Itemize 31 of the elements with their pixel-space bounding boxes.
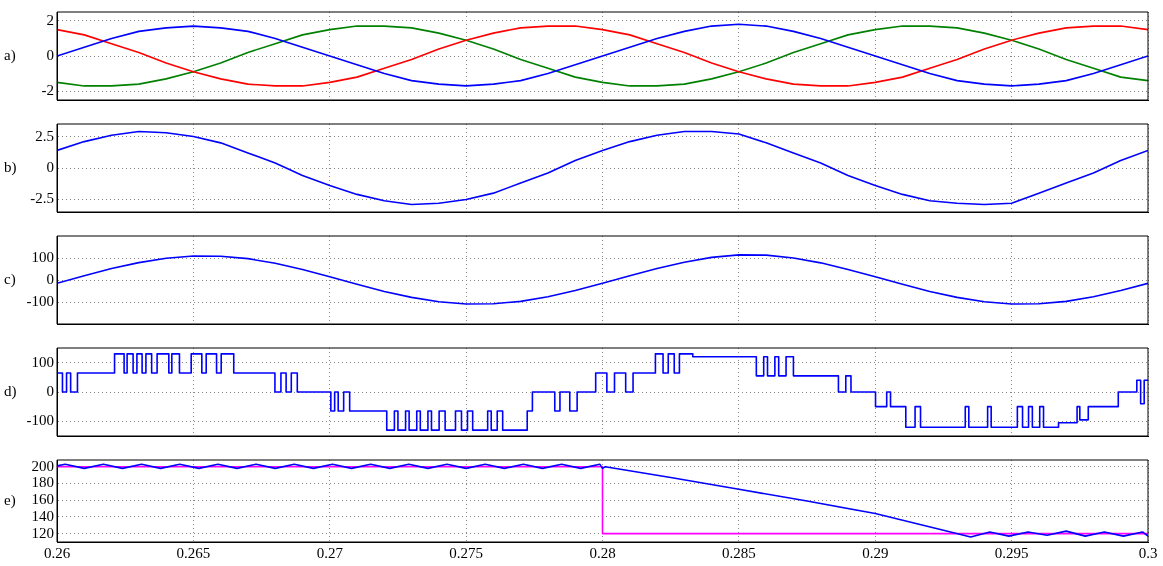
x-tick-label: 0.265 xyxy=(176,544,211,561)
x-tick-label: 0.3 xyxy=(1138,544,1158,561)
x-tick-label: 0.27 xyxy=(316,544,344,561)
y-tick-label: 0 xyxy=(46,158,54,175)
y-axis-title: c) xyxy=(4,270,16,288)
y-tick-label: -100 xyxy=(26,292,54,309)
x-tick-label: 0.295 xyxy=(994,544,1029,561)
x-tick-label: 0.28 xyxy=(589,544,616,561)
x-tick-label: 0.285 xyxy=(722,544,756,561)
y-tick-label: 160 xyxy=(31,491,54,508)
y-tick-label: 100 xyxy=(31,353,54,370)
y-axis-title: a) xyxy=(4,46,16,64)
y-tick-label: 120 xyxy=(31,524,54,541)
y-tick-label: 100 xyxy=(31,248,54,265)
y-tick-label: 0 xyxy=(46,382,54,399)
x-tick-label: 0.275 xyxy=(449,544,483,561)
x-tick-label: 0.29 xyxy=(862,544,889,561)
y-axis-title: b) xyxy=(4,158,17,176)
y-tick-label: 180 xyxy=(31,474,54,491)
y-tick-label: -100 xyxy=(26,412,54,429)
y-tick-label: 140 xyxy=(31,507,54,524)
y-tick-label: -2.5 xyxy=(30,190,54,207)
x-tick-label: 0.26 xyxy=(43,544,71,561)
y-axis-title: d) xyxy=(4,382,17,400)
y-tick-label: 200 xyxy=(31,457,54,474)
y-tick-label: 0 xyxy=(46,46,54,63)
y-tick-label: 2 xyxy=(46,11,54,28)
y-axis-title: e) xyxy=(4,491,16,509)
y-tick-label: 0 xyxy=(46,270,54,287)
y-tick-label: -2 xyxy=(41,82,54,99)
y-tick-label: 2.5 xyxy=(35,127,54,144)
